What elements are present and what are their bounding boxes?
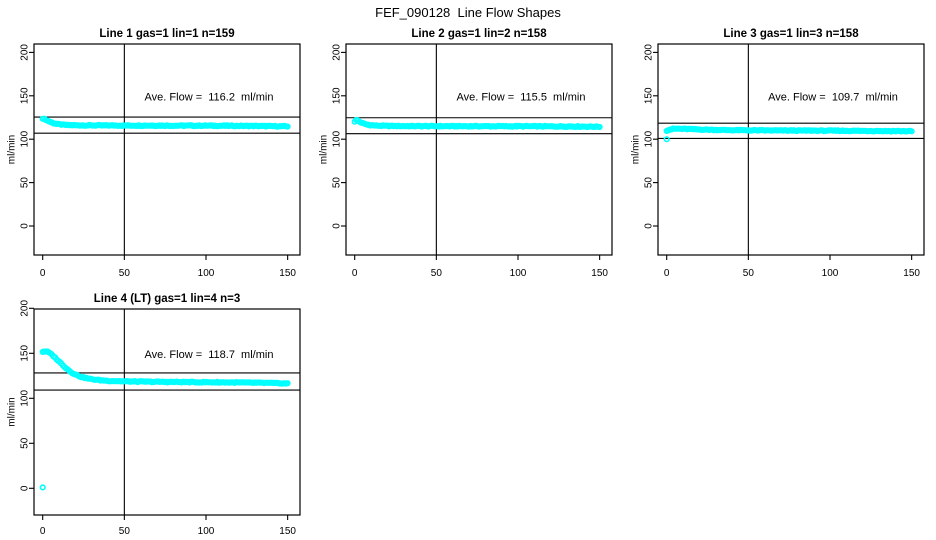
data-point: [596, 123, 603, 131]
y-tick-label: 100: [20, 130, 31, 147]
y-tick-label: 0: [644, 223, 655, 229]
y-tick-label: 200: [644, 44, 655, 61]
data-point: [284, 123, 291, 130]
y-tick-label: 100: [332, 130, 343, 147]
x-tick-label: 150: [591, 268, 608, 279]
y-tick-label: 0: [20, 485, 31, 491]
panels-group: Line 1 gas=1 lin=1 n=159 0 50 100 150 0 50 100 1…: [7, 28, 925, 537]
panel-title: Line 2 gas=1 lin=2 n=158: [411, 28, 547, 40]
x-tick-label: 100: [198, 268, 215, 279]
outlier-point: [663, 136, 670, 143]
y-tick-label: 50: [644, 177, 655, 189]
plot-frame: [345, 43, 613, 256]
x-tick-label: 50: [119, 526, 131, 537]
x-tick-label: 150: [279, 268, 296, 279]
y-tick-label: 200: [20, 300, 31, 317]
y-axis-label: ml/min: [7, 397, 18, 426]
y-axis-label: ml/min: [319, 135, 330, 164]
ave-flow-label: Ave. Flow = 118.7 ml/min: [145, 349, 274, 361]
data-point: [284, 380, 291, 387]
x-tick-label: 100: [822, 268, 839, 279]
y-tick-label: 50: [20, 437, 31, 449]
plot-frame: [33, 43, 301, 256]
y-tick-label: 150: [20, 345, 31, 362]
panel-title: Line 4 (LT) gas=1 lin=4 n=3: [94, 293, 240, 305]
x-tick-label: 0: [664, 268, 670, 279]
x-tick-label: 150: [279, 526, 296, 537]
y-axis-label: ml/min: [631, 135, 642, 164]
main-title: FEF_090128 Line Flow Shapes: [375, 5, 561, 20]
y-tick-label: 150: [20, 87, 31, 104]
x-tick-label: 100: [510, 268, 527, 279]
ave-flow-label: Ave. Flow = 116.2 ml/min: [145, 92, 274, 104]
panel-title: Line 1 gas=1 lin=1 n=159: [99, 28, 234, 40]
y-tick-label: 50: [332, 177, 343, 189]
x-tick-label: 50: [119, 268, 131, 279]
x-tick-label: 100: [198, 526, 215, 537]
panel-line-2: Line 2 gas=1 lin=2 n=158 0 50 100 150 0 50 100 1…: [319, 28, 613, 279]
panel-line-1: Line 1 gas=1 lin=1 n=159 0 50 100 150 0 50 100 1…: [7, 28, 301, 279]
y-tick-label: 100: [644, 130, 655, 147]
x-tick-label: 50: [431, 268, 443, 279]
y-tick-label: 200: [20, 44, 31, 61]
plot-frame: [657, 43, 925, 256]
plot-frame: [33, 308, 301, 516]
x-tick-label: 0: [40, 526, 46, 537]
ave-flow-label: Ave. Flow = 109.7 ml/min: [768, 92, 898, 104]
y-axis-label: ml/min: [7, 135, 18, 164]
x-tick-label: 50: [743, 268, 755, 279]
panel-title: Line 3 gas=1 lin=3 n=158: [723, 28, 859, 40]
x-tick-label: 150: [903, 268, 920, 279]
panel-line-4: Line 4 (LT) gas=1 lin=4 n=3 0 50 100 150 0 50 1…: [7, 293, 301, 537]
y-tick-label: 0: [20, 223, 31, 229]
y-tick-label: 200: [332, 44, 343, 61]
x-tick-label: 0: [352, 268, 358, 279]
data-point: [908, 128, 915, 135]
y-tick-label: 150: [332, 87, 343, 104]
ave-flow-label: Ave. Flow = 115.5 ml/min: [457, 92, 586, 104]
panel-line-3: Line 3 gas=1 lin=3 n=158 0 50 100 150 0 50 100 1…: [631, 28, 925, 279]
y-tick-label: 100: [20, 390, 31, 407]
outlier-point: [39, 484, 46, 491]
x-tick-label: 0: [40, 268, 46, 279]
y-tick-label: 150: [644, 87, 655, 104]
y-tick-label: 50: [20, 177, 31, 189]
y-tick-label: 0: [332, 223, 343, 229]
